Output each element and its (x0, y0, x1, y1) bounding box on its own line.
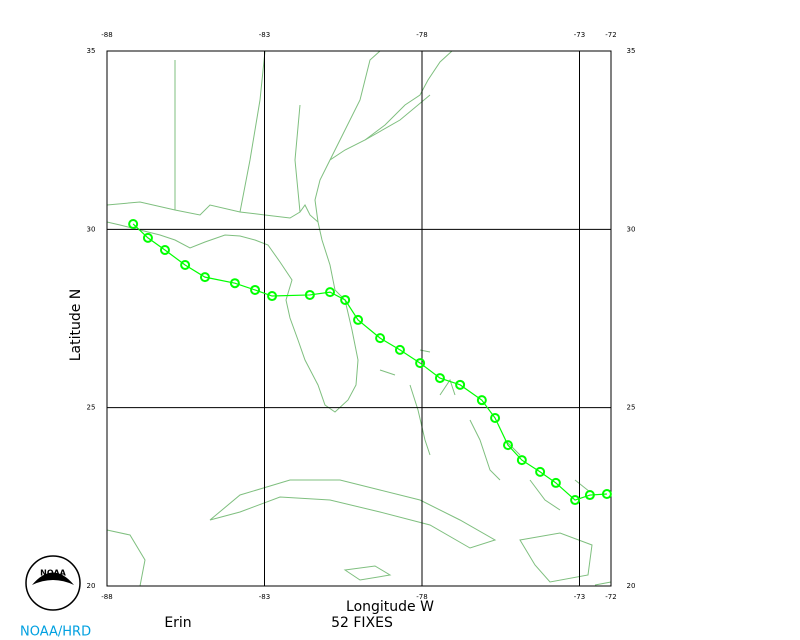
fix-symbol (502, 440, 513, 451)
cuba (209, 479, 497, 549)
x-tick-label: -78 (416, 31, 427, 39)
track (128, 218, 612, 506)
x-tick-label: -78 (416, 593, 427, 601)
fix-symbol (304, 289, 315, 300)
fix-symbol (353, 314, 364, 325)
fix-symbol (570, 495, 581, 506)
fix-symbol (375, 333, 386, 344)
fix-symbol (142, 232, 153, 243)
fix-symbol (415, 358, 426, 369)
x-tick-label: -73 (574, 593, 585, 601)
y-tick-label: 25 (627, 404, 636, 412)
x-tick-label: -83 (259, 31, 270, 39)
gulf-coast (106, 201, 359, 413)
logo-text: NOAA (40, 569, 66, 578)
y-tick-label: 20 (627, 582, 636, 590)
fix-symbol (340, 294, 351, 305)
coastlines (106, 50, 612, 587)
state-lines (174, 50, 431, 213)
fix-symbol (229, 278, 240, 289)
x-axis-label: Longitude W (346, 599, 434, 615)
fix-symbol (250, 284, 261, 295)
fix-symbol (267, 291, 278, 302)
noaa-logo: NOAA (25, 555, 81, 611)
fix-symbol (601, 488, 612, 499)
x-tick-label: -72 (605, 593, 616, 601)
credit: NOAA/HRD (20, 625, 91, 640)
fix-symbol (159, 245, 170, 256)
fix-symbol (550, 477, 561, 488)
fix-symbol (455, 379, 466, 390)
fix-symbol (476, 395, 487, 406)
fix-symbol (490, 413, 501, 424)
fix-symbol (180, 260, 191, 270)
grid (106, 50, 612, 587)
x-tick-label: -72 (605, 31, 616, 39)
fix-symbol (394, 344, 405, 355)
logo-ring (25, 555, 81, 611)
y-tick-label: 35 (87, 47, 96, 55)
x-tick-label: -88 (101, 593, 112, 601)
fix-symbol (128, 218, 139, 229)
yucatan (106, 529, 146, 587)
fix-symbol (434, 373, 445, 384)
y-tick-label: 35 (627, 47, 636, 55)
y-tick-label: 30 (87, 225, 96, 233)
track-line (132, 223, 607, 501)
atlantic-coast (314, 50, 453, 223)
storm-name: Erin (164, 615, 191, 631)
x-tick-label: -83 (259, 593, 270, 601)
fix-symbol (516, 455, 527, 466)
y-axis-label: Latitude N (68, 289, 84, 362)
y-tick-label: 25 (87, 404, 96, 412)
fix-symbol (325, 287, 336, 298)
map-frame (106, 50, 612, 587)
x-tick-label: -73 (574, 31, 585, 39)
logo-bird (32, 572, 74, 585)
fix-symbol (584, 490, 595, 501)
fix-symbol (199, 272, 210, 283)
hispaniola (519, 532, 612, 586)
fix-symbol (535, 466, 546, 477)
y-tick-label: 20 (87, 582, 96, 590)
y-tick-label: 30 (627, 225, 636, 233)
jamaica (343, 565, 392, 581)
fixes-count: 52 FIXES (331, 615, 393, 631)
x-tick-label: -88 (101, 31, 112, 39)
